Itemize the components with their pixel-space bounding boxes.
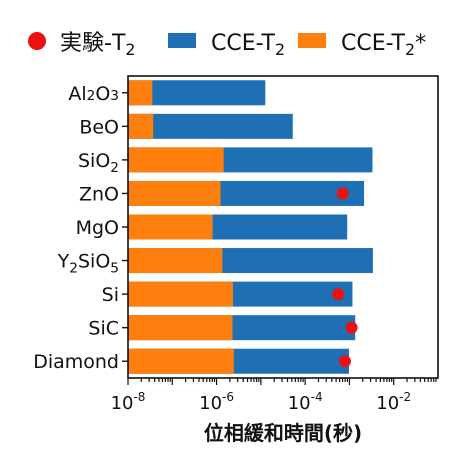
y-tick-label-part: 5 [110, 261, 119, 277]
x-tick-exponent: -4 [311, 390, 323, 404]
legend-marker-experiment [28, 32, 46, 50]
legend-swatch [298, 33, 326, 48]
cce-t2-star-series [128, 80, 234, 374]
cce-t2-star-bar [128, 147, 224, 173]
legend-label-part: * [415, 31, 426, 56]
cce-t2-star-bar [128, 113, 154, 139]
x-tick-label: 10-8 [111, 390, 146, 414]
y-tick-label-part: SiO [78, 150, 110, 172]
y-tick-label-part: ZnO [79, 183, 119, 205]
y-tick-label-part: 2 [87, 88, 96, 104]
y-tick-label: SiO2 [78, 150, 119, 176]
x-tick-exponent: -2 [399, 390, 411, 404]
legend-label-part: 2 [125, 40, 135, 59]
cce-t2-star-bar [128, 315, 233, 341]
legend-label-part: 2 [275, 40, 285, 59]
experiment-t2-point [345, 321, 358, 334]
legend: 実験-T2 CCE-T2 CCE-T2* [28, 31, 426, 59]
y-tick-label-part: SiC [88, 318, 119, 340]
cce-t2-star-bar [128, 248, 223, 274]
y-tick-label-part: Y [57, 251, 70, 273]
cce-t2-star-bar [128, 281, 233, 307]
x-axis: 10-8 10-6 10-4 10-2 [111, 378, 437, 414]
legend-swatch [168, 33, 196, 48]
x-tick-exponent: -6 [222, 390, 234, 404]
legend-label-part: CCE-T [341, 31, 406, 56]
y-tick-label-part: Diamond [33, 351, 119, 373]
legend-label: 実験-T2 [60, 31, 135, 59]
y-tick-label-part: 2 [69, 261, 78, 277]
x-tick-base: 10 [199, 393, 222, 414]
legend-label-part: CCE-T [211, 31, 276, 56]
y-tick-label-part: 3 [110, 88, 119, 104]
cce-t2-star-bar [128, 214, 213, 240]
y-tick-label: SiC [88, 318, 119, 340]
y-tick-label-part: O [95, 83, 110, 105]
x-tick-label: 10-2 [376, 390, 411, 414]
cce-t2-star-bar [128, 80, 153, 106]
x-tick-label: 10-6 [199, 390, 234, 414]
y-tick-label: MgO [76, 217, 119, 239]
legend-label-part: 実験-T [60, 31, 126, 56]
cce-t2-star-bar [128, 180, 221, 206]
cce-t2-bar [128, 113, 293, 139]
experiment-t2-point [336, 187, 349, 200]
x-tick-base: 10 [288, 393, 311, 414]
legend-label-part: 2 [405, 40, 415, 59]
experiment-t2-series [332, 187, 358, 368]
experiment-t2-point [332, 288, 345, 301]
y-tick-label-part: 2 [110, 160, 119, 176]
experiment-t2-point [338, 355, 351, 368]
y-tick-label: BeO [79, 116, 119, 138]
y-tick-label: Al2O3 [68, 83, 119, 105]
y-tick-label-part: SiO [78, 251, 110, 273]
x-tick-label: 10-4 [288, 390, 323, 414]
legend-label: CCE-T2 [211, 31, 285, 59]
y-tick-label-part: BeO [79, 116, 119, 138]
y-tick-label: Y2SiO5 [57, 251, 119, 277]
y-tick-label-part: Al [68, 83, 86, 105]
y-tick-label: Si [102, 284, 119, 306]
cce-t2-star-bar [128, 348, 234, 374]
legend-label: CCE-T2* [341, 31, 426, 59]
x-axis-label: 位相緩和時間(秒) [204, 421, 362, 445]
x-tick-base: 10 [376, 393, 399, 414]
y-tick-label-part: Si [102, 284, 119, 306]
x-tick-base: 10 [111, 393, 134, 414]
x-tick-exponent: -8 [133, 390, 145, 404]
y-tick-label: Diamond [33, 351, 119, 373]
y-tick-label: ZnO [79, 183, 119, 205]
y-tick-label-part: MgO [76, 217, 119, 239]
